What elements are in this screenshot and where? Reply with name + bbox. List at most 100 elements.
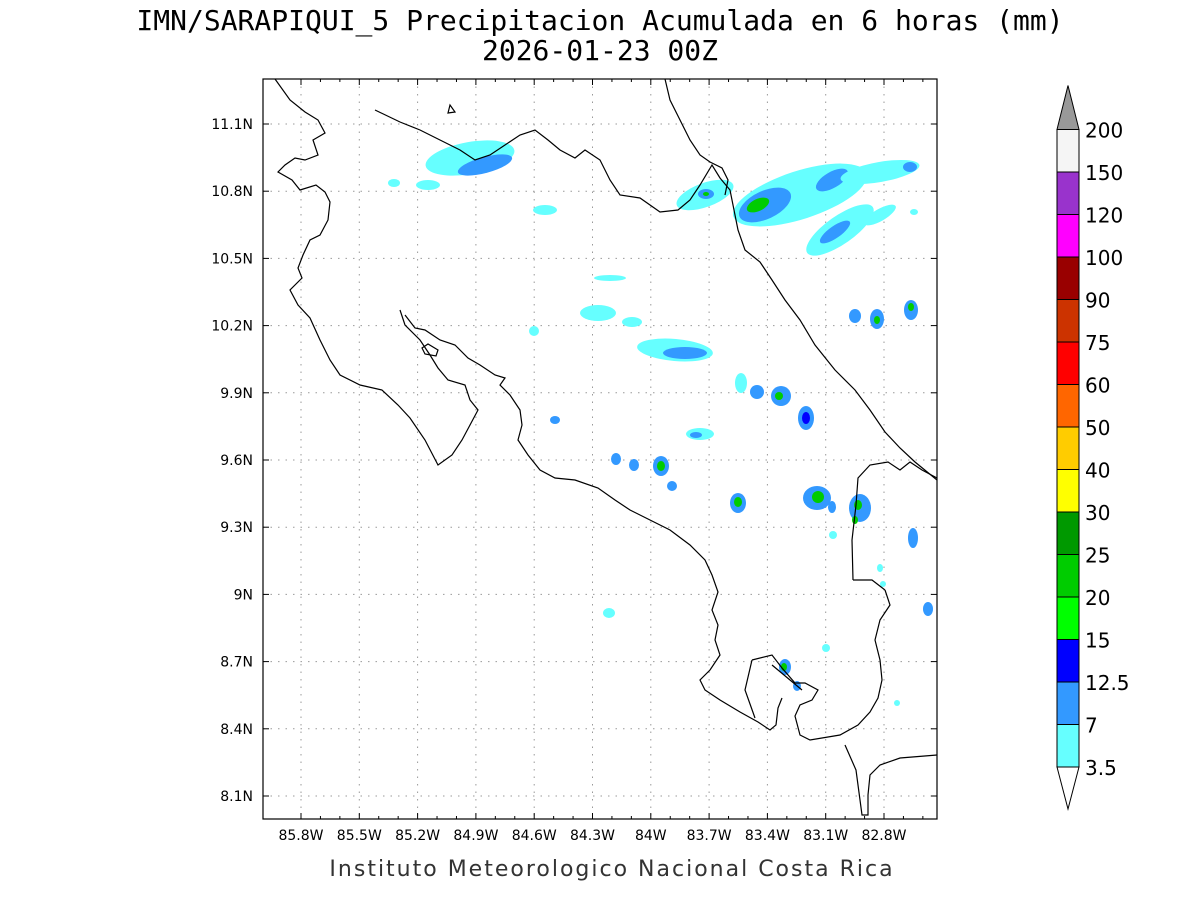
colorbar-segment — [1056, 129, 1080, 173]
precip-cell — [822, 644, 830, 652]
precip-cell — [802, 412, 810, 424]
lat-tick-label: 8.7N — [220, 655, 253, 671]
precip-cell — [894, 700, 900, 706]
colorbar-level-label: 20 — [1085, 586, 1110, 610]
longitude-axis: 85.8W 85.5W 85.2W 84.9W 84.6W 84.3W 84W 83.7W 83… — [278, 79, 924, 844]
pacific-coastline-north — [274, 78, 479, 466]
colorbar-segment — [1056, 554, 1080, 598]
lat-tick-label: 10.5N — [211, 251, 253, 267]
colorbar-segment — [1056, 724, 1080, 768]
lat-tick-label: 9N — [234, 587, 253, 603]
precip-cell — [457, 154, 513, 176]
pacific-coastline-south — [404, 314, 783, 731]
colorbar-level-label: 3.5 — [1085, 756, 1117, 780]
panama-border — [851, 461, 938, 581]
colorbar-segment — [1056, 639, 1080, 683]
golfo-dulce-edge — [744, 659, 756, 719]
precip-cell — [594, 275, 626, 281]
colorbar-level-label: 200 — [1085, 119, 1123, 143]
precip-cell — [864, 204, 896, 226]
coastlines-borders — [274, 78, 938, 816]
lat-tick-label: 10.2N — [211, 319, 253, 335]
colorbar-segment — [1056, 384, 1080, 428]
map-frame — [262, 78, 938, 820]
precip-cell — [849, 309, 861, 323]
precip-cell — [629, 459, 639, 471]
precip-cell — [923, 602, 933, 616]
colorbar-level-label: 150 — [1085, 161, 1123, 185]
lon-tick-label: 84.6W — [512, 828, 557, 844]
colorbar-legend: 3.5 7 12.5 15 20 25 30 40 50 60 75 90 100 120 150 200 — [1056, 85, 1130, 811]
precip-cell — [874, 316, 880, 324]
precip-cell — [663, 347, 707, 359]
lon-tick-label: 82.8W — [861, 828, 906, 844]
colorbar-upper-arrow — [1056, 85, 1080, 130]
precipitation-field — [388, 140, 933, 706]
colorbar-lower-arrow — [1056, 766, 1080, 811]
colorbar-segment — [1056, 681, 1080, 725]
precip-cell — [690, 432, 702, 438]
lat-tick-label: 11.1N — [211, 117, 253, 133]
precip-cell — [880, 581, 886, 587]
island-outline — [421, 343, 439, 357]
precip-cell — [840, 159, 920, 185]
precip-cell — [657, 461, 665, 471]
map-subtitle: 2026-01-23 00Z — [482, 34, 718, 67]
precip-cell — [746, 197, 770, 213]
precip-cell — [812, 491, 824, 503]
lon-tick-label: 85.5W — [337, 828, 382, 844]
precip-cell — [416, 180, 440, 190]
latitude-axis: 11.1N 10.8N 10.5N 10.2N 9.9N 9.6N 9.3N 9N 8.7N 8.… — [211, 117, 937, 805]
precip-cell — [815, 168, 849, 192]
colorbar-segment — [1056, 299, 1080, 343]
precip-cell — [703, 192, 709, 196]
lon-tick-label: 83.4W — [745, 828, 790, 844]
precip-cell — [388, 179, 400, 187]
colorbar-level-label: 75 — [1085, 331, 1110, 355]
precip-cell — [533, 205, 557, 215]
footer-credit: Instituto Meteorologico Nacional Costa R… — [329, 857, 894, 882]
colorbar-segment — [1056, 426, 1080, 470]
colorbar-level-label: 7 — [1085, 714, 1098, 738]
precip-cell — [877, 564, 883, 572]
precip-cell — [819, 220, 851, 244]
precip-cell — [829, 531, 837, 539]
map-area — [262, 78, 938, 820]
small-island-outline — [447, 103, 457, 114]
colorbar-segment — [1056, 469, 1080, 513]
colorbar-level-label: 120 — [1085, 204, 1123, 228]
precip-cell — [735, 373, 747, 393]
precip-cell — [775, 392, 783, 400]
precip-cell — [667, 481, 677, 491]
lat-tick-label: 8.1N — [220, 789, 253, 805]
colorbar-segment — [1056, 511, 1080, 555]
lon-tick-label: 84.9W — [453, 828, 498, 844]
colorbar-level-label: 15 — [1085, 629, 1110, 653]
lat-tick-label: 9.3N — [220, 520, 253, 536]
colorbar-level-label: 40 — [1085, 459, 1110, 483]
lon-tick-label: 83.7W — [687, 828, 732, 844]
colorbar-segment — [1056, 596, 1080, 640]
precip-cell — [910, 209, 918, 215]
colorbar-level-label: 100 — [1085, 246, 1123, 270]
precip-cell — [908, 528, 918, 548]
precip-cell — [580, 305, 616, 321]
precip-cell — [828, 501, 836, 513]
colorbar-level-label: 90 — [1085, 289, 1110, 313]
colorbar-level-label: 50 — [1085, 416, 1110, 440]
lon-tick-label: 85.8W — [278, 828, 323, 844]
precip-cell — [750, 385, 764, 399]
precip-cell — [622, 317, 642, 327]
lat-tick-label: 10.8N — [211, 184, 253, 200]
lat-tick-label: 9.6N — [220, 453, 253, 469]
lat-tick-label: 8.4N — [220, 722, 253, 738]
lat-tick-label: 9.9N — [220, 386, 253, 402]
colorbar-level-label: 25 — [1085, 544, 1110, 568]
colorbar-segment — [1056, 214, 1080, 258]
precip-cell — [550, 416, 560, 424]
panama-coastline — [844, 744, 938, 816]
colorbar-level-label: 30 — [1085, 501, 1110, 525]
lon-tick-label: 85.2W — [395, 828, 440, 844]
panama-border-south — [853, 579, 886, 591]
